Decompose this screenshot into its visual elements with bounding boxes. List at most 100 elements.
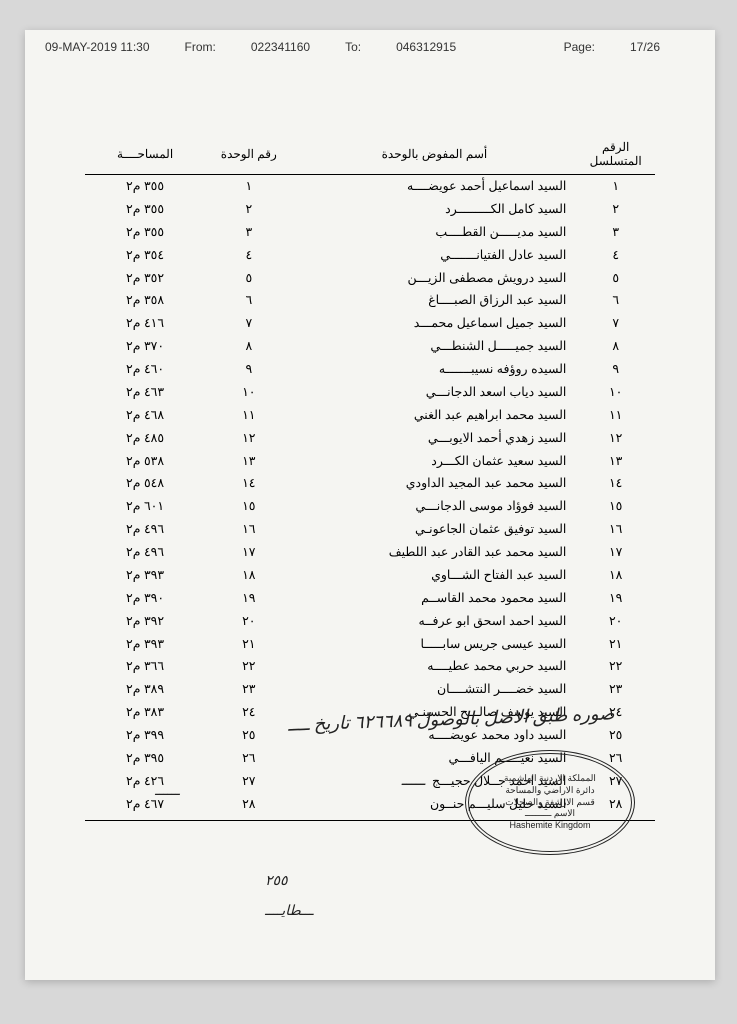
table-row: ١٦السيد توفيق عثمان الجاعونـي١٦٤٩٦ م٢ bbox=[85, 518, 655, 541]
cell-area: ٣٥٥ م٢ bbox=[85, 175, 205, 198]
table-row: ١٣السيد سعيد عثمان الكـــرد١٣٥٣٨ م٢ bbox=[85, 450, 655, 473]
cell-name: السيد محمد عبد القادر عبد اللطيف bbox=[292, 541, 576, 564]
cell-seq: ٥ bbox=[576, 267, 655, 290]
cell-unit: ١٧ bbox=[205, 541, 292, 564]
cell-seq: ١٩ bbox=[576, 587, 655, 610]
cell-area: ٤٢٦ م٢ bbox=[85, 770, 205, 793]
stamp-line2: دائرة الاراضي والمساحة bbox=[505, 785, 594, 797]
handwriting-signature: ـــــ bbox=[402, 770, 425, 790]
cell-unit: ٢ bbox=[205, 198, 292, 221]
cell-seq: ٤ bbox=[576, 244, 655, 267]
fax-page: Page:17/26 bbox=[564, 40, 695, 54]
cell-name: السيد زهدي أحمد الايوبـــي bbox=[292, 427, 576, 450]
cell-area: ٥٤٨ م٢ bbox=[85, 472, 205, 495]
cell-unit: ٦ bbox=[205, 289, 292, 312]
cell-area: ٤٨٥ م٢ bbox=[85, 427, 205, 450]
cell-seq: ١٣ bbox=[576, 450, 655, 473]
cell-area: ٦٠١ م٢ bbox=[85, 495, 205, 518]
stamp-line3: قسم الارشفة والسجلات bbox=[505, 797, 595, 809]
table-row: ١٠السيد دياب اسعد الدجانـــي١٠٤٦٣ م٢ bbox=[85, 381, 655, 404]
cell-unit: ٧ bbox=[205, 312, 292, 335]
cell-area: ٤٦٣ م٢ bbox=[85, 381, 205, 404]
cell-seq: ١٢ bbox=[576, 427, 655, 450]
table-row: ٤السيد عادل الفتيانـــــــي٤٣٥٤ م٢ bbox=[85, 244, 655, 267]
header-name: أسم المفوض بالوحدة bbox=[292, 134, 576, 175]
cell-unit: ١٩ bbox=[205, 587, 292, 610]
cell-area: ٣٥٤ م٢ bbox=[85, 244, 205, 267]
cell-name: السيد اسماعيل أحمد عويضــــه bbox=[292, 175, 576, 198]
cell-name: السيد محمود محمد القاســم bbox=[292, 587, 576, 610]
table-row: ١٤السيد محمد عبد المجيد الداودي١٤٥٤٨ م٢ bbox=[85, 472, 655, 495]
cell-unit: ١٣ bbox=[205, 450, 292, 473]
cell-name: السيد حربي محمد عطيــــه bbox=[292, 655, 576, 678]
cell-seq: ٢١ bbox=[576, 633, 655, 656]
cell-name: السيد كامل الكـــــــــرد bbox=[292, 198, 576, 221]
cell-unit: ٤ bbox=[205, 244, 292, 267]
cell-name: السيد محمد ابراهيم عبد الغني bbox=[292, 404, 576, 427]
cell-seq: ١٨ bbox=[576, 564, 655, 587]
cell-seq: ٦ bbox=[576, 289, 655, 312]
cell-unit: ١١ bbox=[205, 404, 292, 427]
cell-name: السيد دياب اسعد الدجانـــي bbox=[292, 381, 576, 404]
table-row: ١٨السيد عبد الفتاح الشـــاوي١٨٣٩٣ م٢ bbox=[85, 564, 655, 587]
cell-area: ٣٥٥ م٢ bbox=[85, 221, 205, 244]
fax-date: 09-MAY-2019 11:30 bbox=[45, 40, 150, 54]
cell-unit: ١٥ bbox=[205, 495, 292, 518]
cell-unit: ١ bbox=[205, 175, 292, 198]
cell-area: ٣٩٩ م٢ bbox=[85, 724, 205, 747]
cell-name: السيد خضــــر النتشــــان bbox=[292, 678, 576, 701]
cell-area: ٣٩٣ م٢ bbox=[85, 564, 205, 587]
table-row: ١٧السيد محمد عبد القادر عبد اللطيف١٧٤٩٦ … bbox=[85, 541, 655, 564]
cell-area: ٤٩٦ م٢ bbox=[85, 518, 205, 541]
cell-unit: ٨ bbox=[205, 335, 292, 358]
cell-area: ٤٩٦ م٢ bbox=[85, 541, 205, 564]
cell-unit: ٣ bbox=[205, 221, 292, 244]
cell-unit: ٩ bbox=[205, 358, 292, 381]
table-row: ١السيد اسماعيل أحمد عويضــــه١٣٥٥ م٢ bbox=[85, 175, 655, 198]
cell-name: السيد سعيد عثمان الكـــرد bbox=[292, 450, 576, 473]
cell-seq: ٨ bbox=[576, 335, 655, 358]
cell-unit: ١٠ bbox=[205, 381, 292, 404]
cell-area: ٣٥٥ م٢ bbox=[85, 198, 205, 221]
cell-name: السيد مديـــــن القطــــب bbox=[292, 221, 576, 244]
table-row: ٢١السيد عيسى جريس سابـــــا٢١٣٩٣ م٢ bbox=[85, 633, 655, 656]
cell-seq: ١٠ bbox=[576, 381, 655, 404]
cell-seq: ١٦ bbox=[576, 518, 655, 541]
stamp-line4: الاسم ــــــــــ bbox=[525, 808, 575, 820]
cell-unit: ١٤ bbox=[205, 472, 292, 495]
cell-unit: ٢٧ bbox=[205, 770, 292, 793]
cell-area: ٤٦٧ م٢ bbox=[85, 793, 205, 816]
cell-seq: ١ bbox=[576, 175, 655, 198]
cell-name: السيده روؤفه نسيبـــــــه bbox=[292, 358, 576, 381]
fax-header: 09-MAY-2019 11:30 From: 022341160 To:046… bbox=[25, 30, 715, 64]
cell-area: ٥٣٨ م٢ bbox=[85, 450, 205, 473]
table-row: ١٥السيد فوؤاد موسى الدجانـــي١٥٦٠١ م٢ bbox=[85, 495, 655, 518]
cell-area: ٣٧٠ م٢ bbox=[85, 335, 205, 358]
document-page: 09-MAY-2019 11:30 From: 022341160 To:046… bbox=[25, 30, 715, 980]
table-row: ١٩السيد محمود محمد القاســم١٩٣٩٠ م٢ bbox=[85, 587, 655, 610]
cell-name: السيد جميـــــل الشنطـــي bbox=[292, 335, 576, 358]
table-row: ٢٣السيد خضــــر النتشــــان٢٣٣٨٩ م٢ bbox=[85, 678, 655, 701]
handwriting-note-4: ـــطايــــ bbox=[265, 903, 313, 920]
cell-seq: ١٥ bbox=[576, 495, 655, 518]
table-row: ٥السيد درويش مصطفى الزيـــن٥٣٥٢ م٢ bbox=[85, 267, 655, 290]
cell-seq: ٢٣ bbox=[576, 678, 655, 701]
cell-unit: ٢٨ bbox=[205, 793, 292, 816]
cell-seq: ٢٢ bbox=[576, 655, 655, 678]
table-row: ٢السيد كامل الكـــــــــرد٢٣٥٥ م٢ bbox=[85, 198, 655, 221]
cell-seq: ١١ bbox=[576, 404, 655, 427]
cell-name: السيد محمد عبد المجيد الداودي bbox=[292, 472, 576, 495]
table-row: ١٢السيد زهدي أحمد الايوبـــي١٢٤٨٥ م٢ bbox=[85, 427, 655, 450]
cell-area: ٣٩٥ م٢ bbox=[85, 747, 205, 770]
cell-unit: ١٦ bbox=[205, 518, 292, 541]
cell-area: ٣٩٢ م٢ bbox=[85, 610, 205, 633]
cell-seq: ١٧ bbox=[576, 541, 655, 564]
cell-unit: ٢١ bbox=[205, 633, 292, 656]
table-row: ٧السيد جميل اسماعيل محمـــد٧٤١٦ م٢ bbox=[85, 312, 655, 335]
cell-unit: ٢٠ bbox=[205, 610, 292, 633]
cell-name: السيد فوؤاد موسى الدجانـــي bbox=[292, 495, 576, 518]
cell-area: ٣٦٦ م٢ bbox=[85, 655, 205, 678]
cell-unit: ٢٢ bbox=[205, 655, 292, 678]
table-row: ٢٠السيد احمد اسحق ابو عرفــه٢٠٣٩٢ م٢ bbox=[85, 610, 655, 633]
cell-seq: ٩ bbox=[576, 358, 655, 381]
